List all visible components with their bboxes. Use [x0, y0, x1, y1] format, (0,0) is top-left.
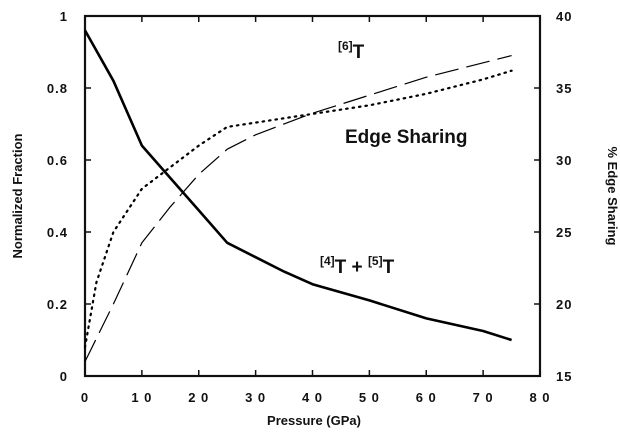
series-line-4t-5t	[83, 29, 512, 342]
annotation-4t-5t: [4]T + [5]T	[320, 254, 395, 278]
x-tick-label: 7 0	[473, 390, 494, 405]
right-y-tick-label: 20	[556, 297, 572, 312]
series-layer	[83, 29, 513, 362]
left-y-axis-label: Normalized Fraction	[10, 133, 25, 258]
x-tick-label: 4 0	[302, 390, 323, 405]
series-line-6t	[84, 55, 512, 362]
annotation-edge-sharing: Edge Sharing	[345, 127, 467, 148]
right-y-axis-ticks: 15 20 25 30 35 40	[534, 9, 572, 384]
right-y-tick-label: 25	[556, 225, 572, 240]
left-y-tick-label: 0.6	[47, 153, 68, 168]
right-y-tick-label: 35	[556, 81, 572, 96]
x-axis-ticks: 0 1 0 2 0 3 0 4 0 5 0 6 0 7 0 8 0	[81, 16, 550, 405]
plot-frame	[83, 14, 542, 378]
x-tick-label: 3 0	[245, 390, 266, 405]
right-y-tick-label: 15	[556, 369, 572, 384]
annotation-6t: [6]T	[338, 39, 365, 63]
left-y-axis-ticks: 0 0.2 0.4 0.6 0.8 1	[47, 9, 91, 384]
right-y-tick-label: 40	[556, 9, 572, 24]
left-y-tick-label: 0.2	[47, 297, 68, 312]
x-tick-label: 1 0	[131, 390, 152, 405]
x-tick-label: 8 0	[529, 390, 550, 405]
left-y-tick-label: 0.4	[47, 225, 68, 240]
x-tick-label: 5 0	[359, 390, 380, 405]
right-y-tick-label: 30	[556, 153, 572, 168]
left-y-tick-label: 0.8	[47, 81, 68, 96]
series-line-edge-sharing	[83, 69, 513, 349]
x-tick-label: 0	[81, 390, 89, 405]
x-tick-label: 6 0	[416, 390, 437, 405]
x-axis-label: Pressure (GPa)	[267, 413, 361, 428]
left-y-tick-label: 0	[60, 369, 68, 384]
left-y-tick-label: 1	[60, 9, 68, 24]
right-y-axis-label: % Edge Sharing	[605, 147, 620, 246]
x-tick-label: 2 0	[188, 390, 209, 405]
